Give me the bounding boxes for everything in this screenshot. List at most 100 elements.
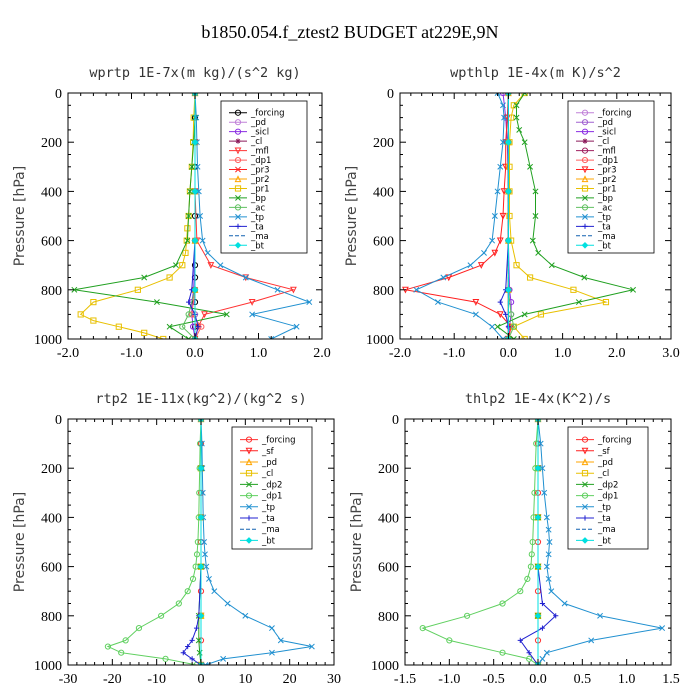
x-tick-label: 2.0 [608, 346, 626, 361]
legend-entry-forcing: _forcing [250, 109, 285, 119]
y-tick-label: 1000 [34, 333, 62, 348]
data-point-pr1-10 [166, 274, 173, 281]
data-point-bp-5 [185, 213, 192, 219]
data-point-tp-8 [481, 249, 487, 256]
data-point-bt-1 [534, 464, 542, 472]
data-point-tp-13 [293, 323, 300, 330]
data-point-bp-9 [535, 249, 542, 256]
data-point-dp1-11 [158, 612, 165, 619]
data-point-tp-14 [588, 637, 595, 644]
y-tick-label: 800 [378, 610, 399, 625]
data-point-tp-10 [224, 600, 231, 607]
y-tick-label: 800 [41, 610, 62, 625]
data-point-tp-5 [545, 526, 552, 533]
legend-marker [246, 503, 252, 510]
legend-marker [582, 213, 588, 220]
legend-entry-cl: _cl [597, 469, 609, 479]
legend-marker [235, 213, 241, 220]
data-point-bt-2 [191, 188, 199, 195]
legend-marker [234, 147, 242, 155]
legend-entry-pr2: _pr2 [250, 175, 270, 185]
x-tick-label: -1.0 [120, 346, 142, 361]
legend-entry-bt: _bt [597, 241, 612, 251]
legend-marker [581, 492, 589, 499]
data-point-ta-9 [189, 656, 195, 662]
legend-entry-dp1: _dp1 [250, 156, 271, 166]
data-point-ta-6 [189, 637, 195, 643]
data-point-tp-9 [545, 575, 552, 582]
legend-entry-forcing: _forcing [597, 436, 632, 446]
data-point-bp-12 [630, 286, 637, 293]
legend: _forcing_sf_pd_cl_dp2 _dp1_tp_ta_ma_bt [567, 426, 649, 550]
data-point-tp-7 [204, 249, 211, 256]
legend-marker [581, 128, 589, 135]
legend-entry-sicl: _sicl [597, 128, 616, 138]
legend-entry-bt: _bt [250, 241, 265, 251]
data-point-pr3-6 [496, 237, 504, 245]
data-point-tp-17 [202, 662, 209, 665]
legend-entry-bp: _bp [597, 194, 613, 204]
legend-entry-sf: _sf [597, 447, 611, 457]
data-point-dp1-9 [184, 588, 191, 595]
y-axis-label: Pressure [hPa] [349, 492, 365, 592]
data-point-pr1-7 [183, 237, 190, 244]
legend-marker [235, 166, 241, 173]
data-point-tp-2 [539, 465, 546, 472]
legend-entry-forcing: _forcing [597, 109, 632, 119]
legend-marker [246, 515, 252, 521]
legend-marker [581, 166, 589, 174]
legend-entry-sicl: _sicl [250, 128, 269, 138]
data-point-tp-14 [489, 323, 496, 330]
legend-marker [234, 119, 242, 126]
data-point-tp-15 [500, 336, 506, 339]
legend-marker [581, 185, 589, 192]
data-point-bt-4 [191, 286, 199, 294]
y-tick-label: 1000 [371, 659, 399, 674]
data-point-tp-15 [543, 649, 550, 656]
data-point-bp-13 [185, 336, 192, 339]
legend-marker [582, 481, 588, 488]
data-point-tp-0 [192, 93, 198, 96]
data-point-tp-13 [277, 637, 284, 644]
legend-marker [235, 194, 241, 201]
data-point-pr1-15 [115, 323, 122, 330]
data-point-tp-1 [500, 102, 506, 109]
legend-entry-bt: _bt [597, 536, 612, 546]
legend-entry-tp: _tp [597, 213, 611, 223]
data-point-pr1-12 [90, 299, 97, 306]
data-point-tp-1 [198, 440, 205, 447]
y-tick-label: 400 [41, 185, 62, 200]
legend-entry-ac: _ac [597, 203, 612, 213]
y-axis-label: Pressure [hPa] [12, 492, 28, 592]
legend-entry-ma: _ma [250, 232, 269, 242]
legend-entry-tp: _tp [250, 213, 264, 223]
y-axis-label: Pressure [hPa] [344, 166, 360, 266]
data-point-tp-12 [597, 612, 604, 619]
series-line-pr1 [79, 93, 196, 339]
data-point-tp-12 [434, 299, 441, 306]
data-point-bp-11 [223, 311, 230, 318]
data-point-dp1-12 [135, 625, 143, 632]
data-point-tp-11 [242, 612, 249, 619]
series-line-tp [415, 93, 505, 339]
data-point-dp1-12 [419, 625, 426, 632]
legend-marker [245, 492, 253, 499]
legend-entry-ta: _ta [261, 514, 275, 524]
data-point-ta-7 [185, 643, 191, 650]
data-point-bp-16 [510, 336, 517, 339]
data-point-ta-4 [539, 600, 546, 607]
data-point-dp1-14 [499, 649, 506, 656]
data-point-bp-5 [527, 163, 534, 170]
data-point-bp-4 [186, 188, 193, 195]
legend-marker [234, 175, 242, 183]
data-point-tp-14 [308, 643, 315, 650]
data-point-dp1-16 [162, 655, 169, 662]
figure-title: b1850.054.f_ztest2 BUDGET at229E,9N [201, 22, 499, 42]
legend-entry-ta: _ta [250, 222, 264, 232]
data-point-mfl-8 [201, 311, 208, 319]
data-point-dp1-6 [193, 551, 201, 558]
data-point-tp-3 [541, 489, 548, 496]
data-point-bp-14 [521, 311, 528, 318]
series-line-tp [200, 419, 312, 665]
y-tick-label: 0 [387, 87, 394, 102]
